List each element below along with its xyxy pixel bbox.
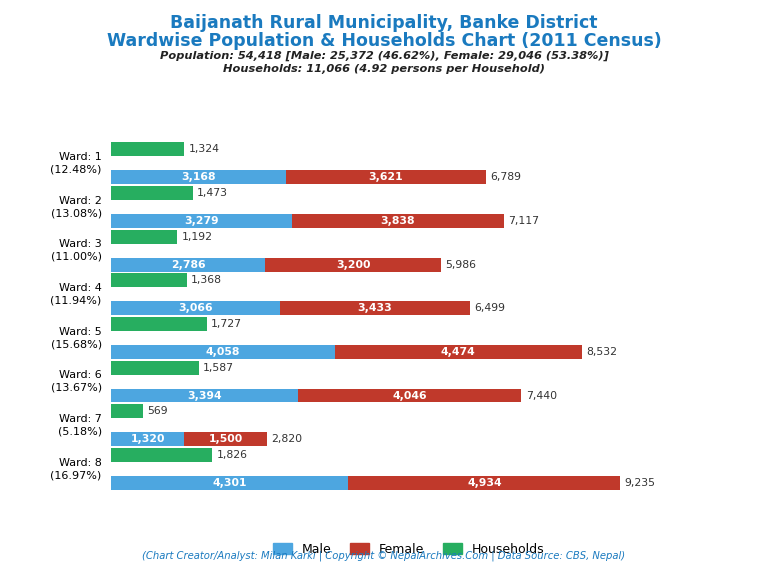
Text: Baijanath Rural Municipality, Banke District: Baijanath Rural Municipality, Banke Dist… [170, 14, 598, 32]
Bar [335, 345, 581, 359]
Legend: Male, Female, Households: Male, Female, Households [268, 538, 550, 560]
Text: 1,587: 1,587 [204, 362, 234, 372]
Text: 1,324: 1,324 [189, 144, 220, 154]
Text: 1,500: 1,500 [208, 434, 243, 444]
Text: 4,046: 4,046 [392, 390, 427, 401]
Text: 1,368: 1,368 [191, 276, 222, 285]
Text: Wardwise Population & Households Chart (2011 Census): Wardwise Population & Households Chart (… [107, 32, 661, 50]
Bar [111, 345, 335, 359]
Text: 3,433: 3,433 [358, 303, 392, 313]
Text: 3,168: 3,168 [181, 172, 216, 182]
Bar [286, 171, 485, 184]
Text: 3,200: 3,200 [336, 260, 370, 270]
Bar [111, 389, 299, 403]
Bar [111, 186, 193, 200]
Text: (Chart Creator/Analyst: Milan Karki | Copyright © NepalArchives.Com | Data Sourc: (Chart Creator/Analyst: Milan Karki | Co… [142, 551, 626, 561]
Bar [111, 171, 286, 184]
Bar [111, 317, 207, 331]
Bar [111, 301, 280, 315]
Bar [111, 273, 187, 287]
Bar [299, 389, 521, 403]
Text: 1,192: 1,192 [181, 231, 213, 242]
Text: 2,786: 2,786 [170, 260, 206, 270]
Bar [292, 214, 504, 228]
Bar [349, 476, 621, 490]
Text: 1,826: 1,826 [217, 450, 247, 460]
Text: 8,532: 8,532 [586, 347, 617, 357]
Bar [111, 432, 184, 446]
Bar [184, 432, 266, 446]
Text: 3,394: 3,394 [187, 390, 222, 401]
Bar [111, 404, 143, 418]
Bar [111, 214, 292, 228]
Text: 4,301: 4,301 [213, 478, 247, 488]
Text: 7,117: 7,117 [508, 216, 539, 226]
Text: 7,440: 7,440 [526, 390, 557, 401]
Text: 569: 569 [147, 406, 167, 416]
Text: 1,473: 1,473 [197, 188, 228, 198]
Bar [111, 448, 212, 462]
Bar [265, 258, 442, 271]
Text: 6,499: 6,499 [474, 303, 505, 313]
Text: 1,320: 1,320 [131, 434, 165, 444]
Bar [111, 476, 349, 490]
Bar [111, 361, 199, 375]
Text: 6,789: 6,789 [490, 172, 521, 182]
Text: 1,727: 1,727 [211, 319, 242, 329]
Text: 4,058: 4,058 [206, 347, 240, 357]
Bar [111, 258, 265, 271]
Bar [111, 230, 177, 244]
Text: 5,986: 5,986 [445, 260, 477, 270]
Text: 3,066: 3,066 [178, 303, 214, 313]
Text: Population: 54,418 [Male: 25,372 (46.62%), Female: 29,046 (53.38%)]: Population: 54,418 [Male: 25,372 (46.62%… [160, 51, 608, 61]
Text: 4,934: 4,934 [467, 478, 502, 488]
Text: 3,279: 3,279 [184, 216, 219, 226]
Text: 3,621: 3,621 [369, 172, 403, 182]
Text: 2,820: 2,820 [271, 434, 303, 444]
Text: Households: 11,066 (4.92 persons per Household): Households: 11,066 (4.92 persons per Hou… [223, 64, 545, 74]
Text: 9,235: 9,235 [624, 478, 656, 488]
Bar [111, 143, 184, 157]
Text: 3,838: 3,838 [381, 216, 415, 226]
Text: 4,474: 4,474 [441, 347, 475, 357]
Bar [280, 301, 469, 315]
